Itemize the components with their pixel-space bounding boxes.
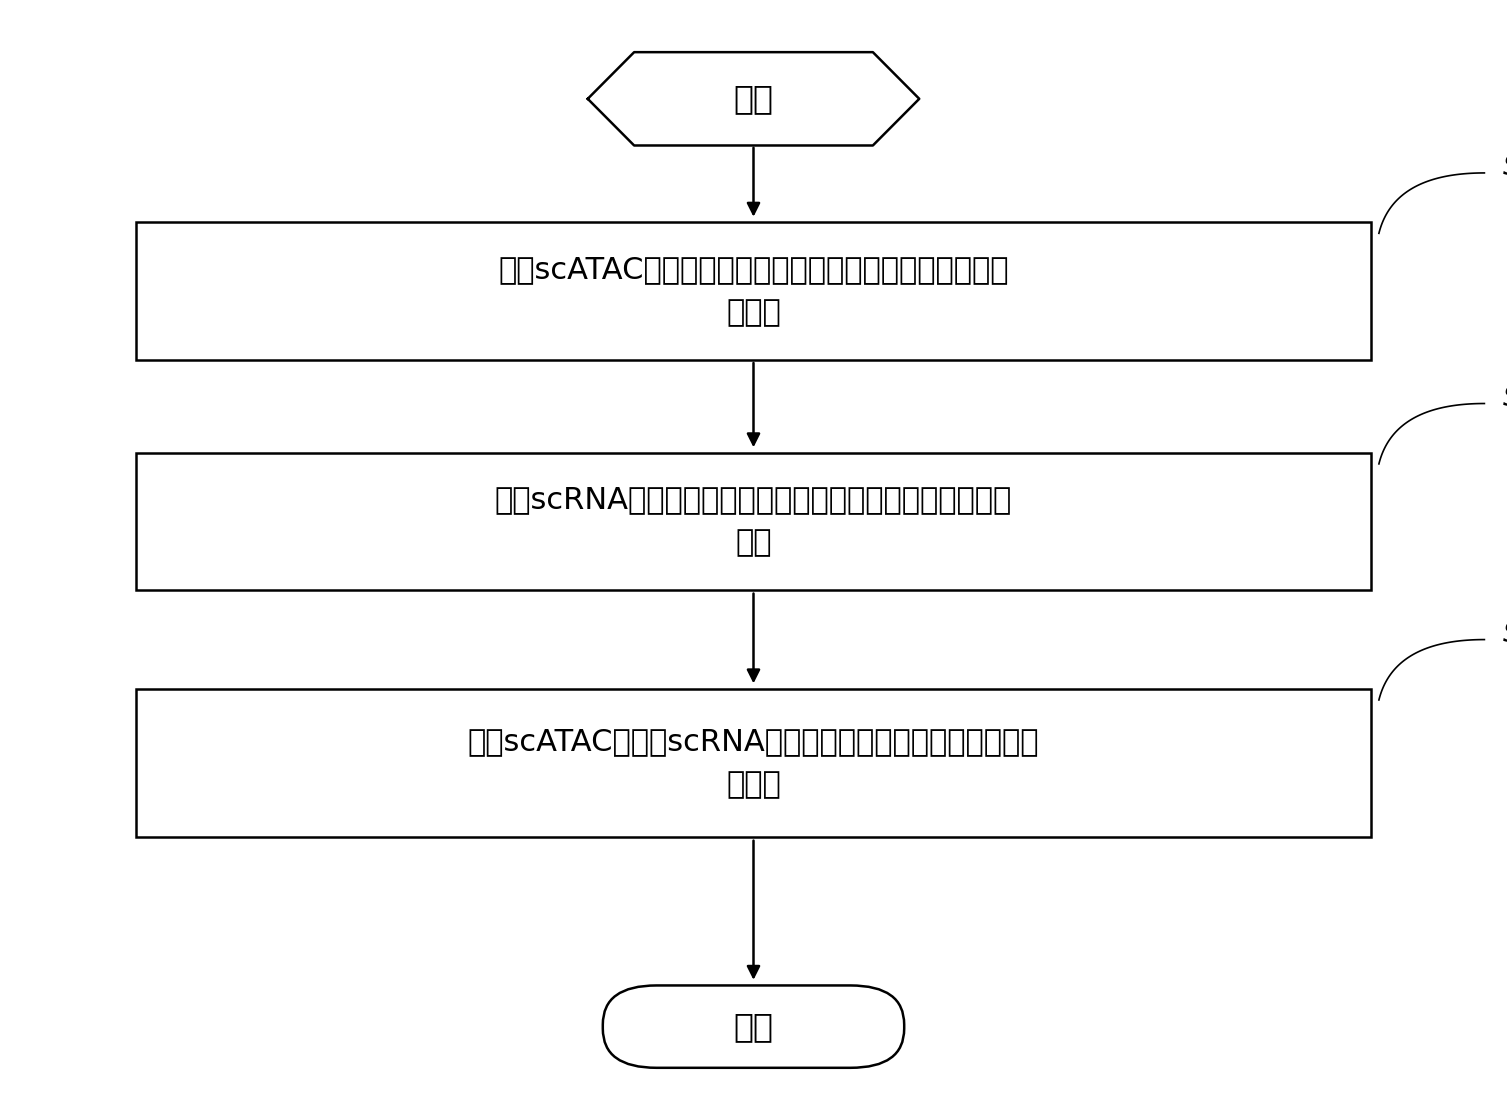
Bar [136, 452, 1371, 591]
Text: 基于scATAC方法对目标细胞进行分析，得到目标细胞的第
一数据: 基于scATAC方法对目标细胞进行分析，得到目标细胞的第 一数据 [499, 255, 1008, 327]
Text: S2: S2 [1502, 384, 1507, 412]
Polygon shape [588, 52, 919, 145]
Text: 基于scATAC方法和scRNA方法对第一数据和第二数据进行整
合分析: 基于scATAC方法和scRNA方法对第一数据和第二数据进行整 合分析 [467, 727, 1040, 799]
Bar [136, 222, 1371, 360]
Text: S1: S1 [1502, 154, 1507, 181]
Text: 基于scRNA方法对目标细胞进行分析，得到目标细胞的第二
数据: 基于scRNA方法对目标细胞进行分析，得到目标细胞的第二 数据 [494, 485, 1013, 558]
Bar [136, 690, 1371, 837]
FancyBboxPatch shape [603, 986, 904, 1067]
Text: 开始: 开始 [734, 82, 773, 115]
Text: 结束: 结束 [734, 1010, 773, 1043]
Text: S3: S3 [1502, 620, 1507, 648]
